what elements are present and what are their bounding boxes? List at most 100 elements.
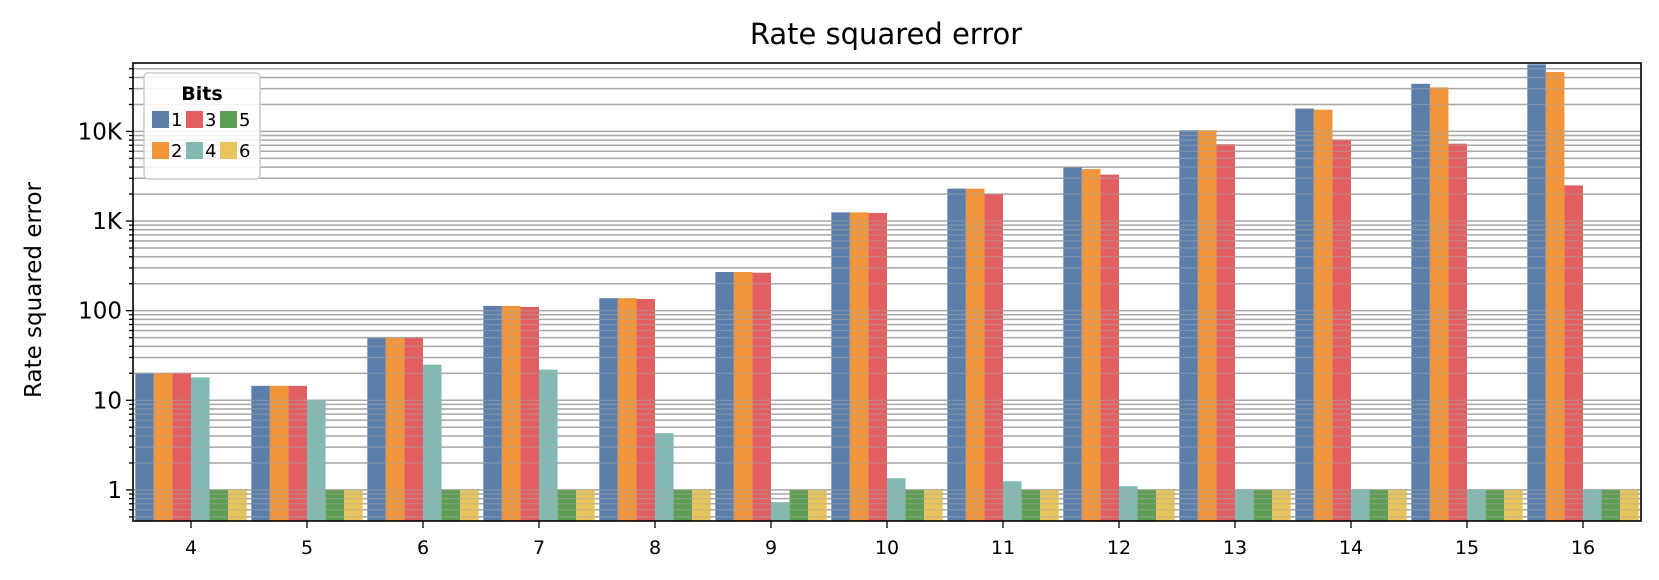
bar-bits-6-cat-5 bbox=[344, 489, 363, 521]
x-tick-label: 4 bbox=[185, 537, 197, 559]
x-tick-label: 8 bbox=[649, 537, 661, 559]
legend-label-bits-6: 6 bbox=[239, 141, 250, 162]
bar-bits-5-cat-11 bbox=[1021, 489, 1041, 521]
chart-title: Rate squared error bbox=[750, 17, 1022, 51]
x-tick-label: 6 bbox=[417, 537, 429, 559]
bar-bits-1-cat-10 bbox=[831, 212, 850, 521]
bar-bits-4-cat-14 bbox=[1351, 489, 1370, 521]
bar-bits-6-cat-14 bbox=[1388, 489, 1407, 521]
bar-bits-6-cat-7 bbox=[576, 489, 595, 521]
legend-label-bits-1: 1 bbox=[171, 110, 182, 131]
bar-bits-3-cat-12 bbox=[1100, 174, 1119, 521]
bar-bits-6-cat-11 bbox=[1040, 489, 1059, 521]
bar-bits-2-cat-11 bbox=[965, 188, 985, 521]
bar-bits-2-cat-10 bbox=[849, 212, 869, 521]
legend-title: Bits bbox=[181, 83, 222, 105]
bar-bits-6-cat-4 bbox=[228, 489, 247, 521]
x-tick-label: 9 bbox=[765, 537, 777, 559]
bar-gridline-overlay bbox=[133, 68, 1641, 518]
legend-label-bits-4: 4 bbox=[205, 141, 216, 162]
x-tick-label: 12 bbox=[1107, 537, 1131, 559]
bar-bits-5-cat-6 bbox=[441, 489, 461, 521]
bar-bits-5-cat-8 bbox=[673, 489, 693, 521]
bar-bits-4-cat-4 bbox=[191, 377, 210, 521]
bar-bits-5-cat-15 bbox=[1485, 489, 1505, 521]
bar-bits-5-cat-4 bbox=[209, 489, 229, 521]
x-tick-label: 10 bbox=[875, 537, 899, 559]
legend-swatch-bits-5 bbox=[220, 111, 237, 128]
bar-bits-4-cat-16 bbox=[1583, 489, 1602, 521]
bar-bits-1-cat-15 bbox=[1411, 83, 1430, 521]
bar-bits-6-cat-9 bbox=[808, 489, 827, 521]
bar-bits-6-cat-10 bbox=[924, 489, 943, 521]
bar-bits-1-cat-5 bbox=[251, 385, 270, 521]
bar-bits-5-cat-7 bbox=[557, 489, 577, 521]
bar-bits-3-cat-8 bbox=[636, 298, 655, 521]
bar-bits-5-cat-14 bbox=[1369, 489, 1389, 521]
bar-bits-6-cat-12 bbox=[1156, 489, 1175, 521]
bar-bits-2-cat-15 bbox=[1429, 87, 1449, 521]
legend-swatch-bits-4 bbox=[186, 142, 203, 159]
bar-bits-4-cat-15 bbox=[1467, 489, 1486, 521]
bar-bits-1-cat-13 bbox=[1179, 130, 1198, 521]
legend-swatch-bits-2 bbox=[152, 142, 169, 159]
bar-bits-6-cat-15 bbox=[1504, 489, 1523, 521]
bar-bits-2-cat-9 bbox=[733, 272, 753, 521]
bar-bits-4-cat-10 bbox=[887, 478, 906, 521]
bar-bits-6-cat-13 bbox=[1272, 489, 1291, 521]
bar-bits-4-cat-5 bbox=[307, 400, 326, 521]
legend-swatch-bits-3 bbox=[186, 111, 203, 128]
bar-bits-4-cat-6 bbox=[423, 364, 442, 521]
bar-bits-2-cat-5 bbox=[269, 385, 289, 521]
bar-bits-3-cat-13 bbox=[1216, 144, 1235, 521]
bars bbox=[133, 64, 1641, 521]
legend: Bits 1 2 3 4 5 6 bbox=[143, 72, 261, 180]
bar-bits-6-cat-8 bbox=[692, 489, 711, 521]
bar-bits-1-cat-6 bbox=[367, 337, 386, 521]
bar-bits-2-cat-13 bbox=[1197, 130, 1217, 521]
bar-bits-5-cat-9 bbox=[789, 489, 809, 521]
bar-bits-4-cat-11 bbox=[1003, 481, 1022, 521]
bar-bits-1-cat-7 bbox=[483, 305, 502, 521]
bar-bits-6-cat-16 bbox=[1620, 489, 1639, 521]
y-tick-label: 1 bbox=[107, 478, 122, 504]
bar-bits-3-cat-15 bbox=[1448, 143, 1467, 521]
x-tick-label: 11 bbox=[991, 537, 1015, 559]
bar-bits-3-cat-6 bbox=[404, 337, 423, 521]
x-tick-label: 5 bbox=[301, 537, 313, 559]
bar-bits-1-cat-12 bbox=[1063, 167, 1082, 521]
bar-bits-2-cat-7 bbox=[501, 305, 521, 521]
legend-label-bits-2: 2 bbox=[171, 141, 182, 162]
bar-bits-4-cat-7 bbox=[539, 369, 558, 521]
bar-bits-5-cat-16 bbox=[1601, 489, 1621, 521]
bar-bits-4-cat-9 bbox=[771, 502, 790, 521]
bar-bits-5-cat-12 bbox=[1137, 489, 1157, 521]
bar-bits-4-cat-13 bbox=[1235, 489, 1254, 521]
bar-bits-3-cat-16 bbox=[1564, 185, 1583, 521]
bar-bits-1-cat-9 bbox=[715, 272, 734, 521]
y-tick-label: 10K bbox=[78, 119, 123, 145]
bar-bits-5-cat-10 bbox=[905, 489, 925, 521]
y-tick-label: 100 bbox=[78, 299, 122, 325]
bar-bits-5-cat-5 bbox=[325, 489, 345, 521]
x-tick-label: 14 bbox=[1339, 537, 1363, 559]
x-tick-label: 7 bbox=[533, 537, 545, 559]
x-tick-label: 13 bbox=[1223, 537, 1247, 559]
bar-bits-2-cat-16 bbox=[1545, 72, 1565, 521]
bar-bits-2-cat-6 bbox=[385, 337, 405, 521]
y-tick-label: 1K bbox=[92, 209, 123, 235]
x-tick-label: 15 bbox=[1455, 537, 1479, 559]
bar-bits-1-cat-16 bbox=[1527, 64, 1546, 521]
bar-bits-6-cat-6 bbox=[460, 489, 479, 521]
bar-bits-5-cat-13 bbox=[1253, 489, 1273, 521]
bar-bits-1-cat-11 bbox=[947, 188, 966, 521]
legend-swatch-bits-1 bbox=[152, 111, 169, 128]
bar-bits-3-cat-5 bbox=[288, 385, 307, 521]
bar-bits-3-cat-9 bbox=[752, 272, 771, 521]
x-tick-label: 16 bbox=[1571, 537, 1595, 559]
y-axis-label: Rate squared error bbox=[21, 181, 47, 398]
legend-label-bits-5: 5 bbox=[239, 110, 250, 131]
legend-swatch-bits-6 bbox=[220, 142, 237, 159]
